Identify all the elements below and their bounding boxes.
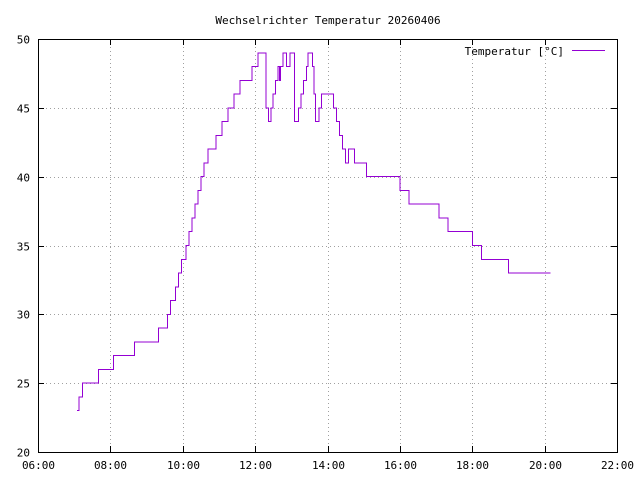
chart-title: Wechselrichter Temperatur 20260406 xyxy=(215,14,440,27)
y-tick-label: 40 xyxy=(17,172,30,185)
y-tick-label: 45 xyxy=(17,103,30,116)
legend: Temperatur [°C] xyxy=(465,45,605,58)
x-tick-label: 10:00 xyxy=(167,459,200,472)
x-tick-label: 22:00 xyxy=(601,459,634,472)
x-tick-label: 16:00 xyxy=(384,459,417,472)
x-tick-label: 20:00 xyxy=(529,459,562,472)
x-tick-label: 18:00 xyxy=(456,459,489,472)
series-line-temperatur xyxy=(77,52,551,412)
x-tick-label: 12:00 xyxy=(239,459,272,472)
plot-frame xyxy=(38,39,618,453)
x-tick-label: 08:00 xyxy=(94,459,127,472)
grid-lines xyxy=(38,39,617,452)
x-tick-label: 06:00 xyxy=(22,459,55,472)
y-tick-label: 30 xyxy=(17,309,30,322)
y-tick-label: 25 xyxy=(17,378,30,391)
y-tick-label: 35 xyxy=(17,241,30,254)
x-tick-label: 14:00 xyxy=(312,459,345,472)
legend-label: Temperatur [°C] xyxy=(465,45,564,58)
y-tick-label: 20 xyxy=(17,447,30,460)
series-layer xyxy=(77,52,551,412)
tick-labels: 06:00 08:00 10:00 12:00 14:00 16:00 18:00 20:00… xyxy=(17,34,634,473)
y-tick-label: 50 xyxy=(17,34,30,47)
